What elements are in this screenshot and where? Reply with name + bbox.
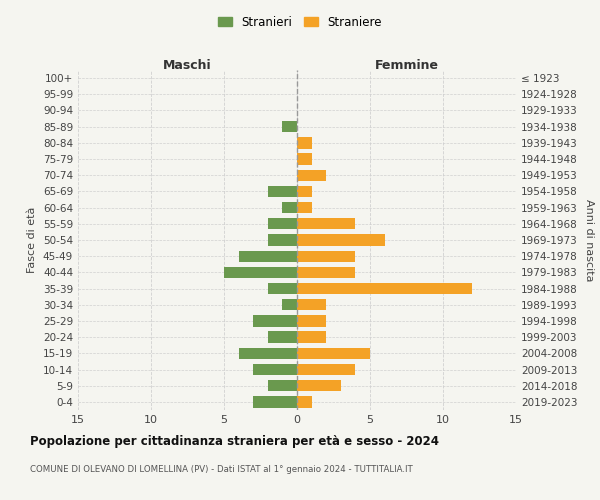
Legend: Stranieri, Straniere: Stranieri, Straniere <box>213 11 387 34</box>
Text: Femmine: Femmine <box>374 58 439 71</box>
Bar <box>297 332 326 343</box>
Bar <box>297 364 355 375</box>
Bar <box>297 234 385 246</box>
Text: Maschi: Maschi <box>163 58 212 71</box>
Bar <box>268 186 297 197</box>
Bar <box>283 299 297 310</box>
Bar <box>297 218 355 230</box>
Bar <box>297 154 311 164</box>
Text: COMUNE DI OLEVANO DI LOMELLINA (PV) - Dati ISTAT al 1° gennaio 2024 - TUTTITALIA: COMUNE DI OLEVANO DI LOMELLINA (PV) - Da… <box>30 465 413 474</box>
Text: Popolazione per cittadinanza straniera per età e sesso - 2024: Popolazione per cittadinanza straniera p… <box>30 435 439 448</box>
Y-axis label: Fasce di età: Fasce di età <box>28 207 37 273</box>
Bar <box>283 202 297 213</box>
Y-axis label: Anni di nascita: Anni di nascita <box>584 198 594 281</box>
Bar <box>283 121 297 132</box>
Bar <box>268 218 297 230</box>
Bar <box>297 202 311 213</box>
Bar <box>268 332 297 343</box>
Bar <box>253 364 297 375</box>
Bar <box>253 316 297 326</box>
Bar <box>297 186 311 197</box>
Bar <box>297 299 326 310</box>
Bar <box>268 234 297 246</box>
Bar <box>297 283 472 294</box>
Bar <box>297 316 326 326</box>
Bar <box>224 266 297 278</box>
Bar <box>268 283 297 294</box>
Bar <box>297 170 326 181</box>
Bar <box>297 250 355 262</box>
Bar <box>297 137 311 148</box>
Bar <box>268 380 297 392</box>
Bar <box>239 348 297 359</box>
Bar <box>297 380 341 392</box>
Bar <box>297 396 311 407</box>
Bar <box>253 396 297 407</box>
Bar <box>297 348 370 359</box>
Bar <box>297 266 355 278</box>
Bar <box>239 250 297 262</box>
